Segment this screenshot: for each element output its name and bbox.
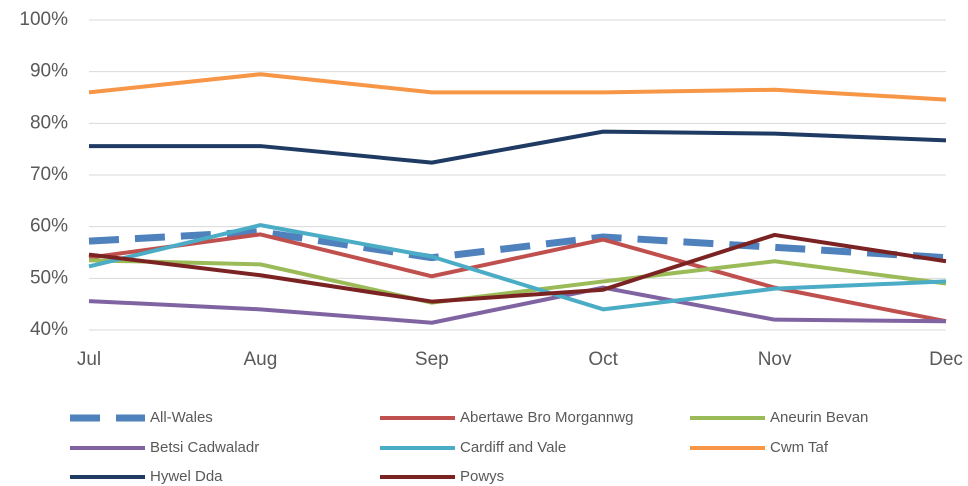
series-line — [88, 258, 947, 305]
x-tick-label: Oct — [588, 349, 618, 370]
series-line — [88, 72, 947, 102]
legend-label: Aneurin Bevan — [770, 409, 868, 426]
x-tick-label: Jul — [77, 349, 101, 370]
y-tick-label: 40% — [30, 319, 68, 340]
legend-label: Powys — [460, 468, 504, 485]
y-tick-label: 60% — [30, 216, 68, 237]
x-tick-label: Aug — [243, 349, 277, 370]
y-tick-label: 90% — [30, 61, 68, 82]
series-line — [88, 232, 947, 304]
series-line — [88, 285, 947, 325]
legend-label: Cardiff and Vale — [460, 439, 566, 456]
x-tick-label: Dec — [929, 349, 963, 370]
y-tick-label: 70% — [30, 164, 68, 185]
x-tick-label: Nov — [758, 349, 792, 370]
series-line — [88, 223, 947, 312]
legend-label: Betsi Cadwaladr — [150, 439, 259, 456]
y-tick-label: 100% — [19, 9, 68, 30]
y-tick-label: 80% — [30, 112, 68, 133]
y-tick-label: 50% — [30, 267, 68, 288]
legend-label: Hywel Dda — [150, 468, 223, 485]
legend-label: Cwm Taf — [770, 439, 829, 456]
x-tick-label: Sep — [415, 349, 449, 370]
legend-label: All-Wales — [150, 409, 213, 426]
series-line — [89, 129, 947, 165]
series-line — [88, 232, 947, 324]
legend-label: Abertawe Bro Morgannwg — [460, 409, 633, 426]
